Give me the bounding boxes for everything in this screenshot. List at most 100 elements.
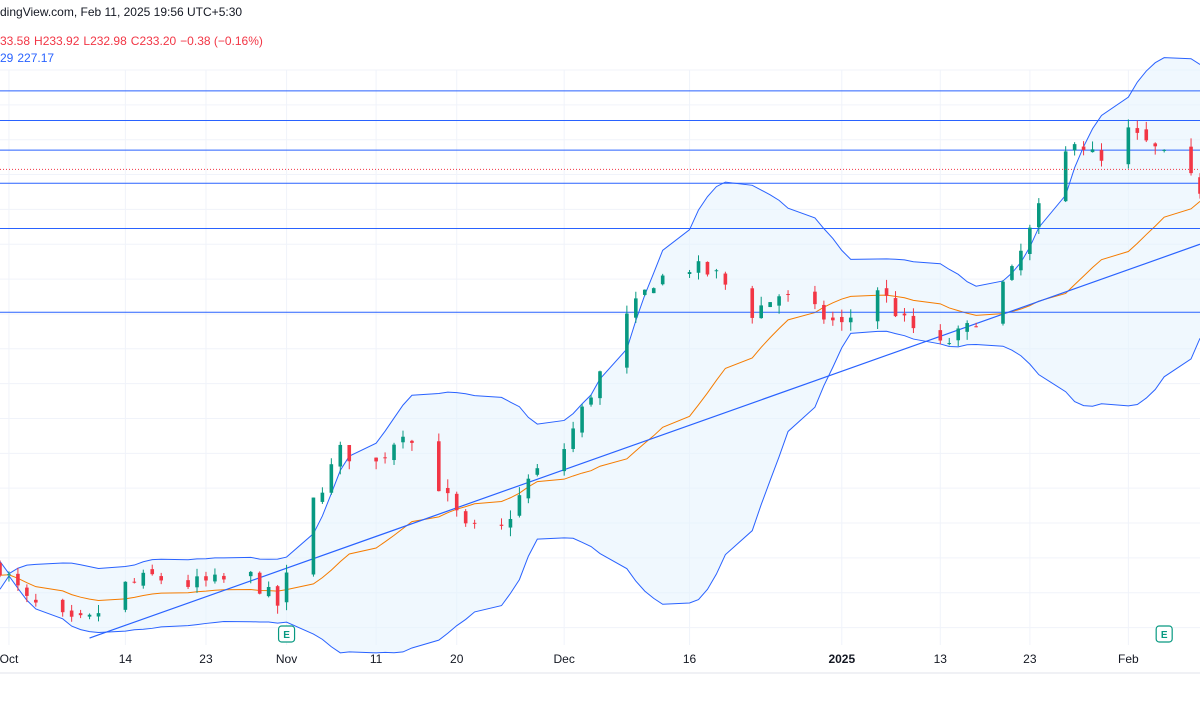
candles [0,119,1200,622]
candle-body [338,444,343,467]
candle-body [320,492,325,502]
candle-body [34,599,38,603]
candle-body [642,289,647,295]
candle-body [1126,127,1131,165]
candle-body [16,573,20,586]
candle-body [634,298,638,318]
candle-body [347,445,352,462]
candle-body [123,581,128,610]
candle-body [723,273,728,285]
time-axis-tick-label: Dec [554,652,575,666]
candle-body [813,291,817,305]
candle-body [383,457,387,459]
candle-body [195,576,199,588]
candle-body [1001,281,1005,324]
time-axis-tick-label: 14 [119,652,133,666]
candle-body [213,574,217,582]
candle-body [1028,227,1032,254]
candle-body [87,614,92,617]
candle-body [150,569,155,575]
trendline[interactable] [89,243,1200,639]
candle-body [463,511,468,524]
candle-body [562,449,566,472]
candle-body [96,613,101,617]
earnings-marker-label: E [283,630,290,641]
earnings-marker-label: E [1161,630,1168,641]
candle-body [571,428,575,449]
candle-body [508,518,513,528]
time-axis[interactable]: Oct 14 23 Nov 11 20 Dec 16 2025 13 23 Feb [0,652,1200,674]
candle-body [938,330,943,341]
candle-body [141,572,146,586]
candle-body [517,495,522,516]
candle-body [759,305,763,319]
candle-body [911,315,916,329]
candle-body [454,493,459,511]
candle-body [1198,177,1200,194]
indicator-value: 227.17 [17,51,55,65]
candle-body [696,261,701,273]
time-axis-tick-label: 2025 [828,652,855,666]
candle-body [947,343,952,345]
candle-body [1189,146,1193,174]
candle-body [1037,203,1041,228]
candle-body [257,572,262,594]
candle-body [1072,144,1077,151]
candle-body [839,316,844,323]
candle-body [78,613,83,616]
candle-body [687,272,692,274]
grid [0,69,1200,645]
candle-body [374,457,378,462]
band-fill [0,57,1200,653]
trendline-segment [89,243,1200,639]
candle-body [974,326,978,328]
candle-body [598,371,602,399]
ohlc-change: −0.38 (−0.16%) [180,34,263,48]
candle-body [410,440,414,443]
candle-body [1144,129,1149,141]
time-axis-tick-label: 16 [683,652,697,666]
candle-body [437,441,441,492]
candle-body [1099,150,1104,161]
ohlc-high: H233.92 [34,34,80,48]
candle-body [275,586,280,606]
candle-body [651,288,656,294]
candle-body [822,304,826,320]
candle-body [831,317,835,321]
candle-body [472,522,477,524]
candle-body [875,290,880,322]
candle-body [589,397,593,405]
candle-body [25,587,29,596]
indicator-legend: 29 227.17 [0,51,58,65]
candle-body [445,487,450,494]
candle-body [526,478,531,499]
candle-body [625,313,629,368]
ohlc-low: L232.98 [83,34,127,48]
candle-body [714,270,719,272]
time-axis-tick-label: 23 [199,652,213,666]
candle-body [1063,151,1068,202]
candle-body [777,296,781,306]
bollinger-band [0,57,1200,654]
horizontal-levels[interactable] [0,90,1200,313]
candle-body [284,572,289,603]
ohlc-open: 33.58 [0,34,31,48]
candle-body [705,261,710,275]
time-axis-tick-label: Feb [1118,652,1139,666]
candle-body [1019,250,1023,271]
earnings-marker-icon [277,625,296,643]
candle-body [0,562,2,576]
candle-body [884,288,889,296]
candle-body [1081,146,1086,150]
candle-body [7,574,11,576]
candle-body [266,586,271,597]
candle-body [1162,149,1166,151]
earnings-marker-icon [1155,625,1173,643]
time-axis-tick-label: 23 [1023,652,1037,666]
candle-body [535,468,540,475]
candle-body [786,293,790,295]
candle-body [311,497,316,575]
candle-body [902,313,907,316]
